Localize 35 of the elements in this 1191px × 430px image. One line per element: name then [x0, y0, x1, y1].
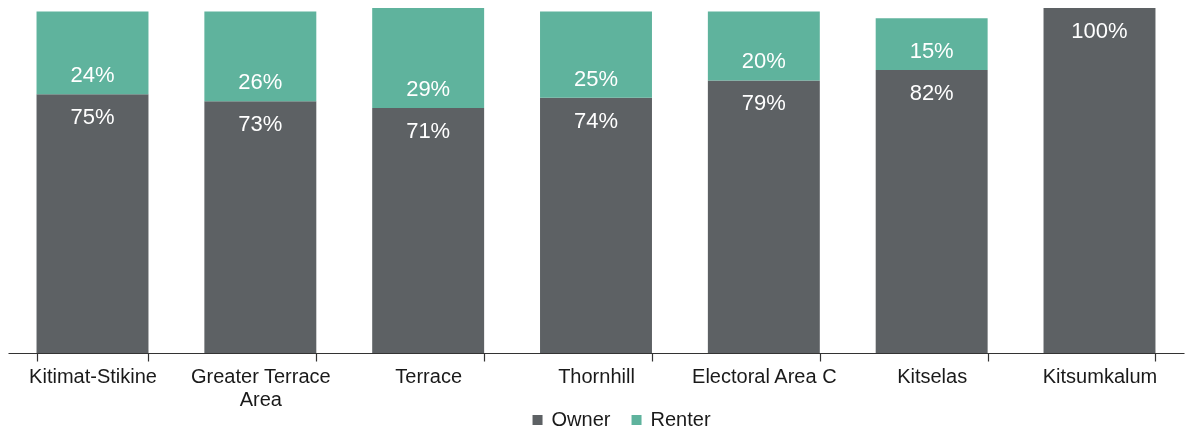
data-label: 79%: [741, 90, 786, 116]
x-tick-label: Kitimat-Stikine: [29, 364, 157, 387]
data-label: 29%: [406, 76, 451, 102]
data-label: 100%: [1071, 18, 1128, 43]
x-tick-label: Terrace: [395, 364, 463, 387]
bar: [875, 18, 988, 71]
data-label: 75%: [70, 104, 115, 130]
x-tick-label: Thornhill: [558, 364, 635, 387]
legend-label: Renter: [650, 408, 711, 430]
data-label: 74%: [573, 107, 619, 133]
data-label: 15%: [909, 38, 954, 64]
data-label: 71%: [406, 118, 451, 144]
bar: [707, 80, 820, 353]
data-label: 26%: [238, 69, 283, 95]
bar: [540, 97, 652, 353]
bar: [1043, 8, 1156, 353]
data-label: 25%: [573, 65, 619, 91]
data-label: 82%: [909, 80, 954, 106]
x-tick-label: Kitselas: [897, 364, 968, 387]
bar: [36, 11, 149, 95]
x-tick-label: Greater Terrace Area: [190, 364, 331, 410]
bar: [372, 108, 485, 353]
data-label: 73%: [238, 111, 283, 137]
bar: [540, 11, 652, 98]
bar: [204, 11, 317, 102]
legend-label: Owner: [551, 408, 611, 430]
x-tick-label: Electoral Area C: [692, 364, 837, 387]
data-label: 20%: [741, 48, 786, 74]
bar: [36, 94, 149, 353]
bar: [875, 70, 988, 353]
bar: [372, 8, 485, 109]
bar: [707, 11, 820, 81]
x-tick-label: Kitsumkalum: [1042, 364, 1158, 387]
data-label: 24%: [70, 62, 115, 88]
bar: [204, 101, 317, 353]
